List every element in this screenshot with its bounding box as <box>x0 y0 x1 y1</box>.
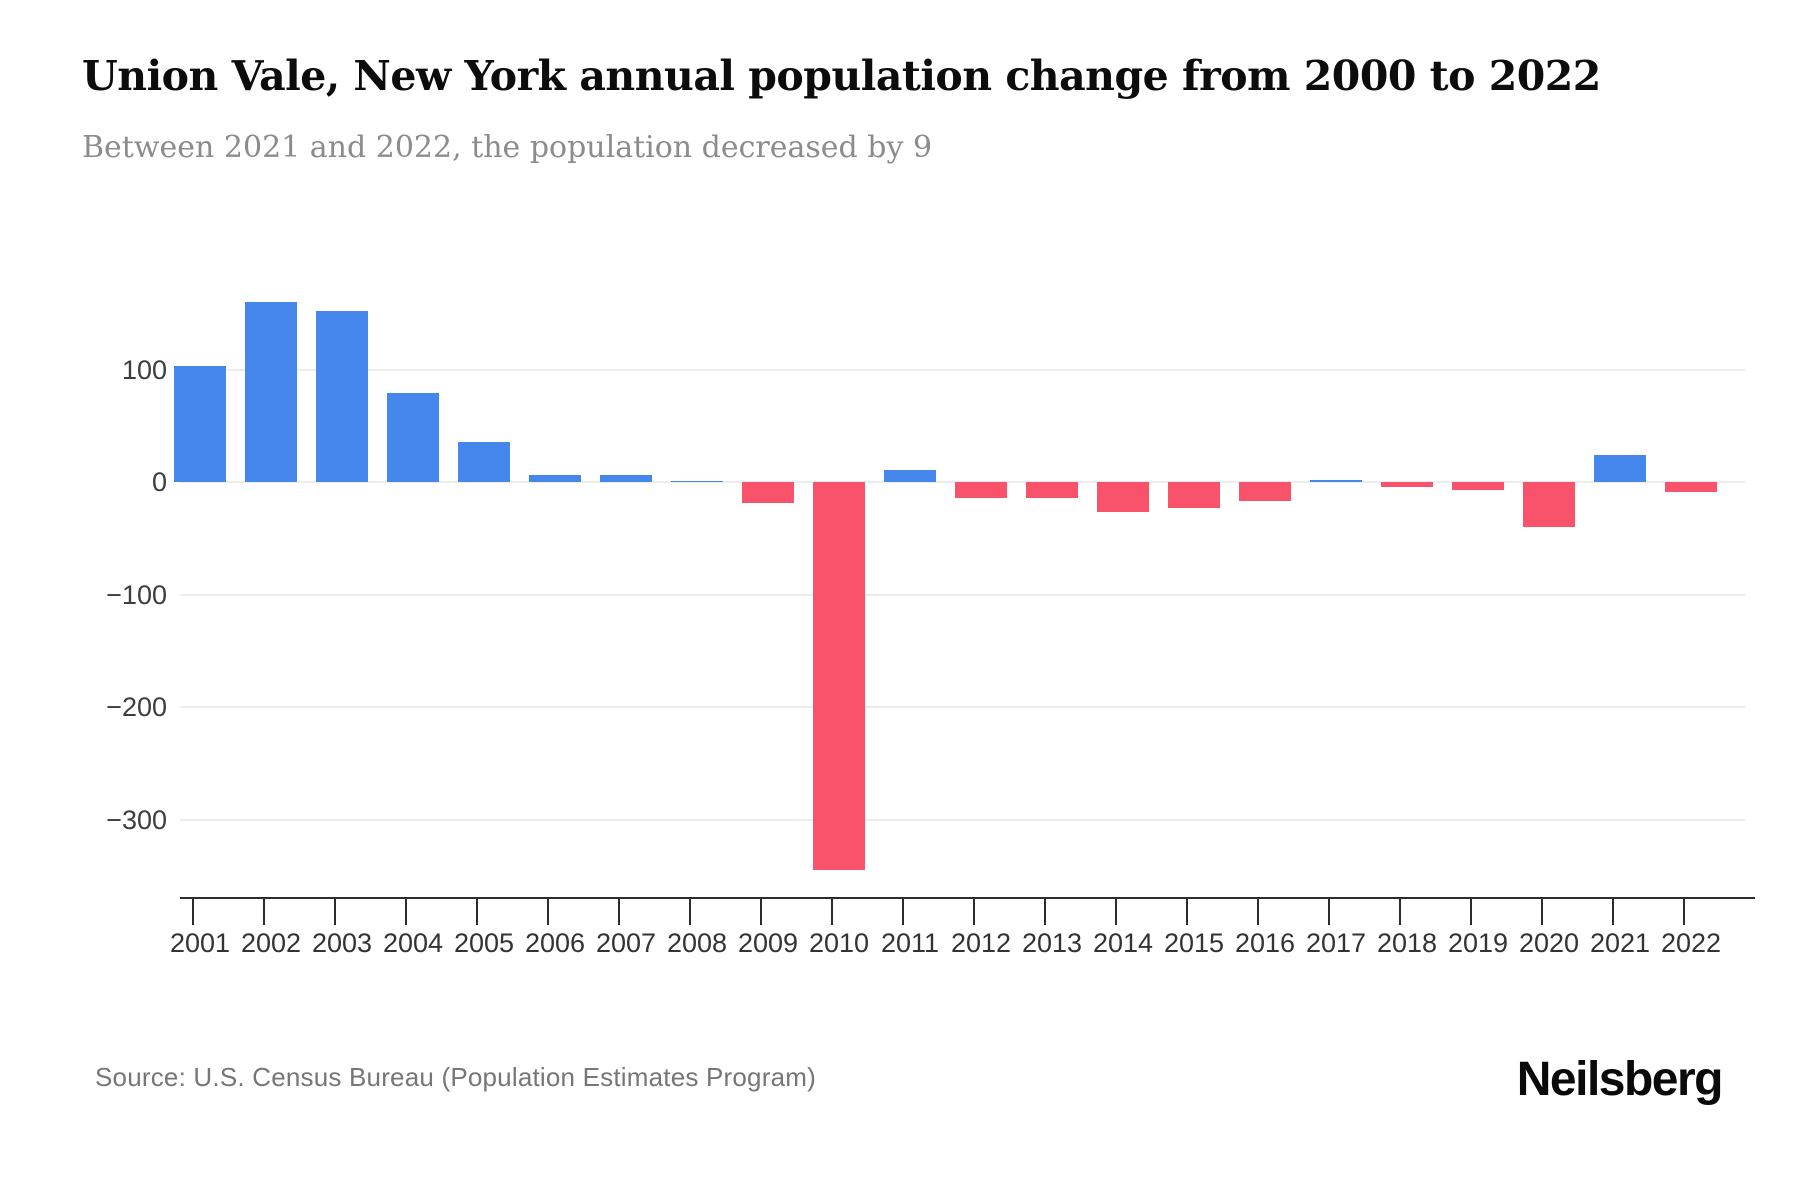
y-axis-label: −200 <box>106 692 167 722</box>
x-axis-label: 2015 <box>1163 928 1225 958</box>
x-tick-mark <box>973 899 975 925</box>
bar-2019[interactable] <box>1452 482 1504 490</box>
x-tick-mark <box>1612 899 1614 925</box>
x-tick-mark <box>1257 899 1259 925</box>
x-axis-label: 2021 <box>1589 928 1651 958</box>
source-note: Source: U.S. Census Bureau (Population E… <box>95 1062 816 1092</box>
x-tick-mark <box>1683 899 1685 925</box>
neilsberg-logo: Neilsberg <box>1516 1053 1724 1106</box>
y-gridline <box>180 593 1745 596</box>
x-axis-label: 2022 <box>1660 928 1722 958</box>
x-tick-mark <box>476 899 478 925</box>
bar-2002[interactable] <box>245 302 297 482</box>
x-axis-label: 2020 <box>1518 928 1580 958</box>
x-tick-mark <box>1044 899 1046 925</box>
x-axis-label: 2008 <box>666 928 728 958</box>
x-tick-mark <box>192 899 194 925</box>
bar-2017[interactable] <box>1310 479 1362 482</box>
x-tick-mark <box>689 899 691 925</box>
bar-2006[interactable] <box>529 475 581 482</box>
bar-2007[interactable] <box>600 475 652 482</box>
bar-2022[interactable] <box>1665 482 1717 493</box>
x-axis-label: 2018 <box>1376 928 1438 958</box>
x-axis-label: 2014 <box>1092 928 1154 958</box>
x-axis-line <box>180 897 1755 899</box>
x-tick-mark <box>760 899 762 925</box>
x-axis-label: 2009 <box>737 928 799 958</box>
y-gridline <box>180 818 1745 821</box>
x-tick-mark <box>405 899 407 925</box>
bar-2005[interactable] <box>458 441 510 482</box>
bar-2018[interactable] <box>1381 482 1433 487</box>
x-tick-mark <box>831 899 833 925</box>
chart-subtitle: Between 2021 and 2022, the population de… <box>82 130 933 165</box>
y-axis-label: −300 <box>106 804 167 835</box>
x-tick-mark <box>1399 899 1401 925</box>
x-axis-label: 2016 <box>1234 928 1296 958</box>
x-axis-label: 2006 <box>524 928 586 958</box>
x-tick-mark <box>1186 899 1188 925</box>
bar-2021[interactable] <box>1594 455 1646 482</box>
x-tick-mark <box>1115 899 1117 925</box>
bar-2009[interactable] <box>742 482 794 504</box>
x-axis-label: 2019 <box>1447 928 1509 958</box>
x-axis-label: 2007 <box>595 928 657 958</box>
x-tick-mark <box>618 899 620 925</box>
bar-2016[interactable] <box>1239 482 1291 502</box>
x-axis-label: 2012 <box>950 928 1012 958</box>
bar-2008[interactable] <box>671 480 723 482</box>
x-axis-label: 2005 <box>453 928 515 958</box>
bar-2013[interactable] <box>1026 482 1078 498</box>
x-tick-mark <box>334 899 336 925</box>
bar-2015[interactable] <box>1168 482 1220 508</box>
y-axis-label: −100 <box>106 579 167 610</box>
x-axis-label: 2010 <box>808 928 870 958</box>
bar-2011[interactable] <box>884 469 936 482</box>
x-tick-mark <box>1328 899 1330 925</box>
chart-title: Union Vale, New York annual population c… <box>82 52 1601 100</box>
x-axis-label: 2011 <box>880 928 940 958</box>
x-tick-mark <box>1541 899 1543 925</box>
x-axis-label: 2001 <box>169 928 231 958</box>
bar-2014[interactable] <box>1097 482 1149 513</box>
y-gridline <box>180 706 1745 708</box>
x-axis-label: 2003 <box>311 928 373 958</box>
x-axis-label: 2004 <box>382 928 444 958</box>
bar-2001[interactable] <box>174 366 226 482</box>
x-tick-mark <box>902 899 904 925</box>
bar-2003[interactable] <box>316 311 368 482</box>
x-tick-mark <box>547 899 549 925</box>
x-axis-label: 2017 <box>1305 928 1367 958</box>
bar-2012[interactable] <box>955 482 1007 498</box>
bar-2020[interactable] <box>1523 482 1575 527</box>
x-tick-mark <box>263 899 265 925</box>
x-axis-label: 2002 <box>240 928 302 958</box>
y-gridline <box>180 368 1745 371</box>
x-axis-label: 2013 <box>1021 928 1083 958</box>
x-tick-mark <box>1470 899 1472 925</box>
y-axis-label: 0 <box>151 467 167 497</box>
y-axis-label: 100 <box>121 354 167 385</box>
bar-2004[interactable] <box>387 393 439 482</box>
bar-2010[interactable] <box>813 482 865 871</box>
